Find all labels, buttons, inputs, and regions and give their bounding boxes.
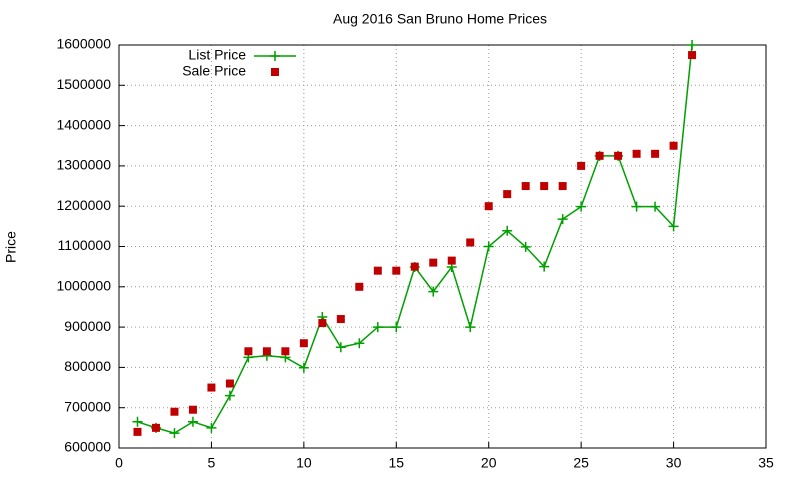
data-point bbox=[225, 379, 234, 388]
data-point bbox=[687, 40, 698, 50]
legend-symbol bbox=[271, 68, 279, 76]
data-point bbox=[576, 201, 587, 212]
data-point bbox=[373, 266, 382, 275]
data-point bbox=[170, 407, 179, 416]
data-point bbox=[631, 201, 642, 212]
data-point bbox=[336, 315, 345, 324]
x-tick-label: 10 bbox=[296, 455, 312, 471]
data-point bbox=[207, 383, 216, 392]
data-point bbox=[651, 149, 660, 158]
data-point bbox=[428, 286, 439, 297]
data-point bbox=[668, 221, 679, 232]
data-point bbox=[206, 422, 217, 433]
x-tick-label: 25 bbox=[573, 455, 589, 471]
data-point bbox=[484, 202, 493, 211]
data-point bbox=[465, 322, 476, 333]
data-point bbox=[281, 347, 290, 356]
x-tick-label: 20 bbox=[481, 455, 497, 471]
data-point bbox=[466, 238, 475, 247]
data-point bbox=[447, 256, 456, 265]
data-point bbox=[614, 151, 623, 160]
x-tick-label: 15 bbox=[388, 455, 404, 471]
data-point bbox=[558, 182, 567, 191]
data-point bbox=[262, 347, 271, 356]
data-point bbox=[187, 416, 198, 427]
y-tick-label: 1000000 bbox=[56, 278, 111, 294]
data-point bbox=[650, 201, 661, 212]
legend-label: List Price bbox=[188, 47, 246, 63]
data-point bbox=[483, 241, 494, 252]
y-tick-label: 1400000 bbox=[56, 116, 111, 132]
y-tick-label: 600000 bbox=[64, 439, 111, 455]
data-point bbox=[132, 416, 143, 427]
data-point bbox=[224, 390, 235, 401]
x-tick-label: 5 bbox=[208, 455, 216, 471]
data-point bbox=[557, 214, 568, 225]
data-point bbox=[335, 342, 346, 353]
y-tick-label: 1500000 bbox=[56, 76, 111, 92]
data-point bbox=[688, 51, 697, 60]
y-tick-label: 800000 bbox=[64, 358, 111, 374]
data-point bbox=[354, 338, 365, 349]
data-point bbox=[188, 405, 197, 414]
data-point bbox=[520, 241, 531, 252]
data-point bbox=[133, 427, 142, 436]
data-point bbox=[502, 225, 513, 236]
data-point bbox=[392, 266, 401, 275]
data-point bbox=[372, 322, 383, 333]
data-point bbox=[318, 319, 327, 328]
data-point bbox=[540, 182, 549, 191]
y-tick-label: 1300000 bbox=[56, 157, 111, 173]
data-point bbox=[244, 347, 253, 356]
data-point bbox=[169, 428, 180, 439]
data-point bbox=[632, 149, 641, 158]
plot-frame bbox=[118, 44, 767, 449]
x-tick-label: 0 bbox=[115, 455, 123, 471]
data-point bbox=[539, 261, 550, 272]
x-tick-label: 35 bbox=[758, 455, 774, 471]
y-axis-label: Price bbox=[3, 231, 19, 263]
data-point bbox=[503, 190, 512, 199]
data-point bbox=[299, 339, 308, 348]
data-point bbox=[577, 161, 586, 170]
data-point bbox=[669, 141, 678, 150]
data-point bbox=[355, 282, 364, 291]
y-tick-label: 1100000 bbox=[58, 237, 112, 253]
y-tick-label: 1200000 bbox=[56, 197, 111, 213]
data-point bbox=[298, 362, 309, 373]
y-tick-label: 700000 bbox=[64, 398, 111, 414]
data-point bbox=[595, 151, 604, 160]
data-point bbox=[391, 322, 402, 333]
x-tick-label: 30 bbox=[666, 455, 682, 471]
legend-label: Sale Price bbox=[182, 63, 246, 79]
y-tick-label: 900000 bbox=[64, 318, 111, 334]
data-point bbox=[521, 182, 530, 191]
legend-symbol bbox=[270, 51, 280, 61]
data-point bbox=[410, 262, 419, 271]
y-tick-label: 1600000 bbox=[56, 36, 111, 52]
chart-title: Aug 2016 San Bruno Home Prices bbox=[333, 11, 547, 27]
data-point bbox=[151, 423, 160, 432]
data-point bbox=[429, 258, 438, 267]
